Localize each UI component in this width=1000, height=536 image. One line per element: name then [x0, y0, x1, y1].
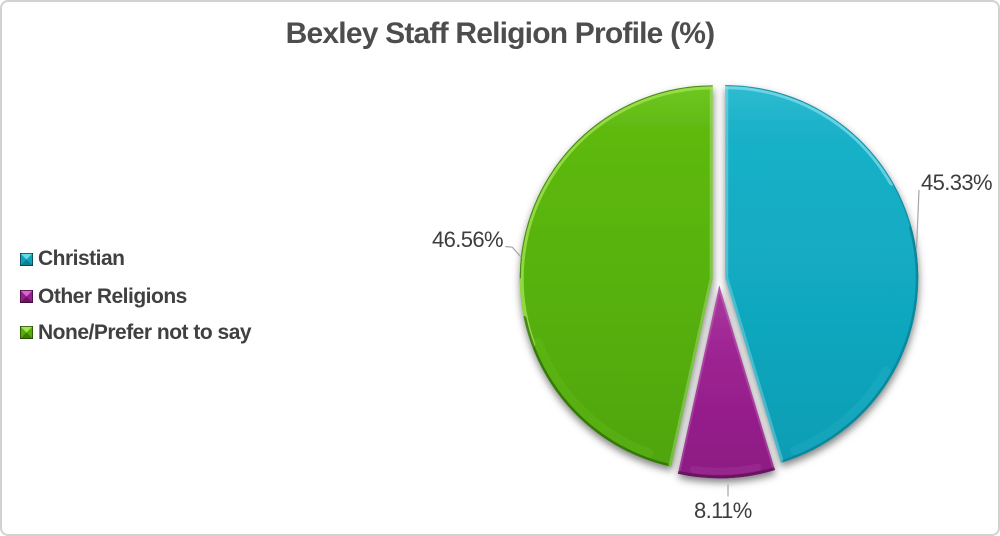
svg-text:45.33%: 45.33% — [921, 170, 992, 195]
svg-text:8.11%: 8.11% — [694, 498, 752, 523]
svg-text:46.56%: 46.56% — [432, 227, 503, 252]
